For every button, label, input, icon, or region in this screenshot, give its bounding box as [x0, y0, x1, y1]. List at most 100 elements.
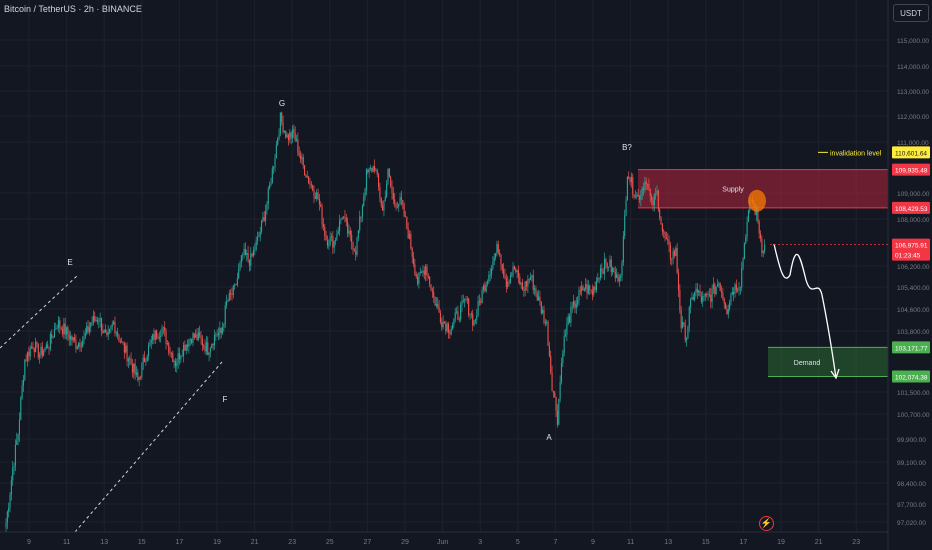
candle-body — [614, 272, 616, 278]
candle-body — [587, 285, 589, 294]
candle-body — [417, 276, 419, 284]
candle-body — [499, 252, 501, 255]
currency-button[interactable]: USDT — [893, 4, 929, 22]
candle-body — [289, 132, 291, 140]
candle-body — [12, 467, 14, 481]
candle-body — [162, 327, 164, 329]
price-tick-label: 98,400.00 — [897, 481, 926, 488]
candle-body — [250, 253, 252, 266]
candle-body — [255, 240, 257, 250]
candle-body — [164, 327, 166, 332]
candle-body — [364, 189, 366, 197]
candle-body — [737, 290, 739, 292]
candle-body — [160, 336, 162, 337]
candle-body — [267, 188, 269, 204]
candle-body — [764, 244, 766, 252]
candle-body — [761, 238, 763, 253]
candle-body — [368, 168, 370, 173]
candle-body — [230, 293, 232, 295]
price-tags: 110,601.64 109,935.48 108,429.53 106,975.91… — [770, 146, 930, 383]
candle-body — [165, 331, 167, 345]
candle-body — [575, 303, 577, 308]
candle-body — [88, 326, 90, 332]
candle-body — [480, 301, 482, 303]
candle-body — [298, 152, 300, 156]
candle-body — [507, 281, 509, 288]
candle-body — [386, 183, 388, 197]
candle-body — [625, 200, 627, 216]
candle-body — [538, 296, 540, 301]
candle-body — [688, 307, 690, 327]
candle-body — [76, 346, 78, 349]
candle-body — [698, 290, 700, 293]
candle-body — [126, 345, 128, 362]
price-tick-label: 115,000.00 — [897, 38, 929, 45]
candle-body — [152, 334, 154, 341]
candle-body — [410, 233, 412, 249]
candle-body — [585, 283, 587, 289]
candle-body — [671, 258, 673, 260]
candle-body — [672, 251, 674, 259]
candle-body — [228, 293, 230, 302]
price-tick-label: 104,600.00 — [897, 307, 930, 314]
time-axis[interactable]: 9 11 13 15 17 19 21 23 25 27 29 Jun 3 5 7 9 11 13 15 17 19 21… — [27, 539, 860, 546]
candle-body — [67, 327, 69, 335]
candle-body — [207, 342, 209, 355]
candle-body — [439, 312, 441, 323]
candle-body — [524, 281, 526, 292]
candle-body — [633, 194, 635, 197]
candle-body — [270, 183, 272, 185]
candle-body — [477, 301, 479, 316]
candle-body — [544, 322, 546, 323]
candle-body — [48, 348, 50, 350]
candle-body — [535, 288, 537, 294]
symbol-title[interactable]: Bitcoin / TetherUS · 2h · BINANCE — [4, 4, 142, 14]
candle-body — [667, 239, 669, 241]
candle-body — [687, 326, 689, 339]
candle-body — [601, 268, 603, 272]
candle-body — [330, 236, 333, 238]
candle-body — [516, 270, 518, 272]
candle-body — [597, 278, 599, 282]
candle-body — [521, 282, 524, 291]
candle-body — [632, 177, 634, 195]
candle-body — [488, 274, 490, 282]
time-tick-label: 23 — [852, 539, 860, 546]
candle-body — [18, 420, 20, 435]
candle-body — [531, 275, 533, 278]
candle-body — [729, 302, 731, 309]
candle-body — [187, 344, 189, 347]
candle-body — [304, 165, 306, 176]
candle-body — [283, 131, 285, 133]
candle-body — [476, 315, 478, 320]
candle-body — [99, 317, 101, 322]
candle-body — [426, 266, 428, 276]
candle-body — [680, 310, 682, 329]
candle-body — [334, 239, 337, 242]
candle-body — [369, 167, 372, 169]
candle-body — [103, 329, 105, 333]
candle-body — [695, 288, 697, 292]
candle-body — [696, 288, 698, 293]
candle-body — [668, 240, 670, 246]
candle-body — [418, 272, 420, 284]
candle-body — [617, 274, 619, 282]
candle-body — [317, 192, 319, 199]
candle-body — [178, 353, 181, 360]
candle-body — [294, 132, 296, 141]
supply-touch-highlight — [748, 189, 766, 212]
candle-body — [733, 292, 735, 295]
time-tick-label: 11 — [63, 539, 70, 546]
time-tick-label: 29 — [401, 539, 409, 546]
candle-body — [532, 275, 534, 290]
candle-body — [61, 329, 64, 335]
candle-body — [645, 181, 647, 185]
candle-body — [32, 346, 34, 349]
price-tick-label: 114,000.00 — [897, 64, 929, 71]
candle-body — [367, 170, 369, 173]
candle-body — [325, 235, 327, 241]
price-axis[interactable]: 115,000.00 114,000.00 113,000.00 112,000.00… — [897, 38, 930, 527]
candle-body — [679, 289, 681, 311]
lightning-event-icon[interactable]: ⚡ — [759, 516, 774, 531]
